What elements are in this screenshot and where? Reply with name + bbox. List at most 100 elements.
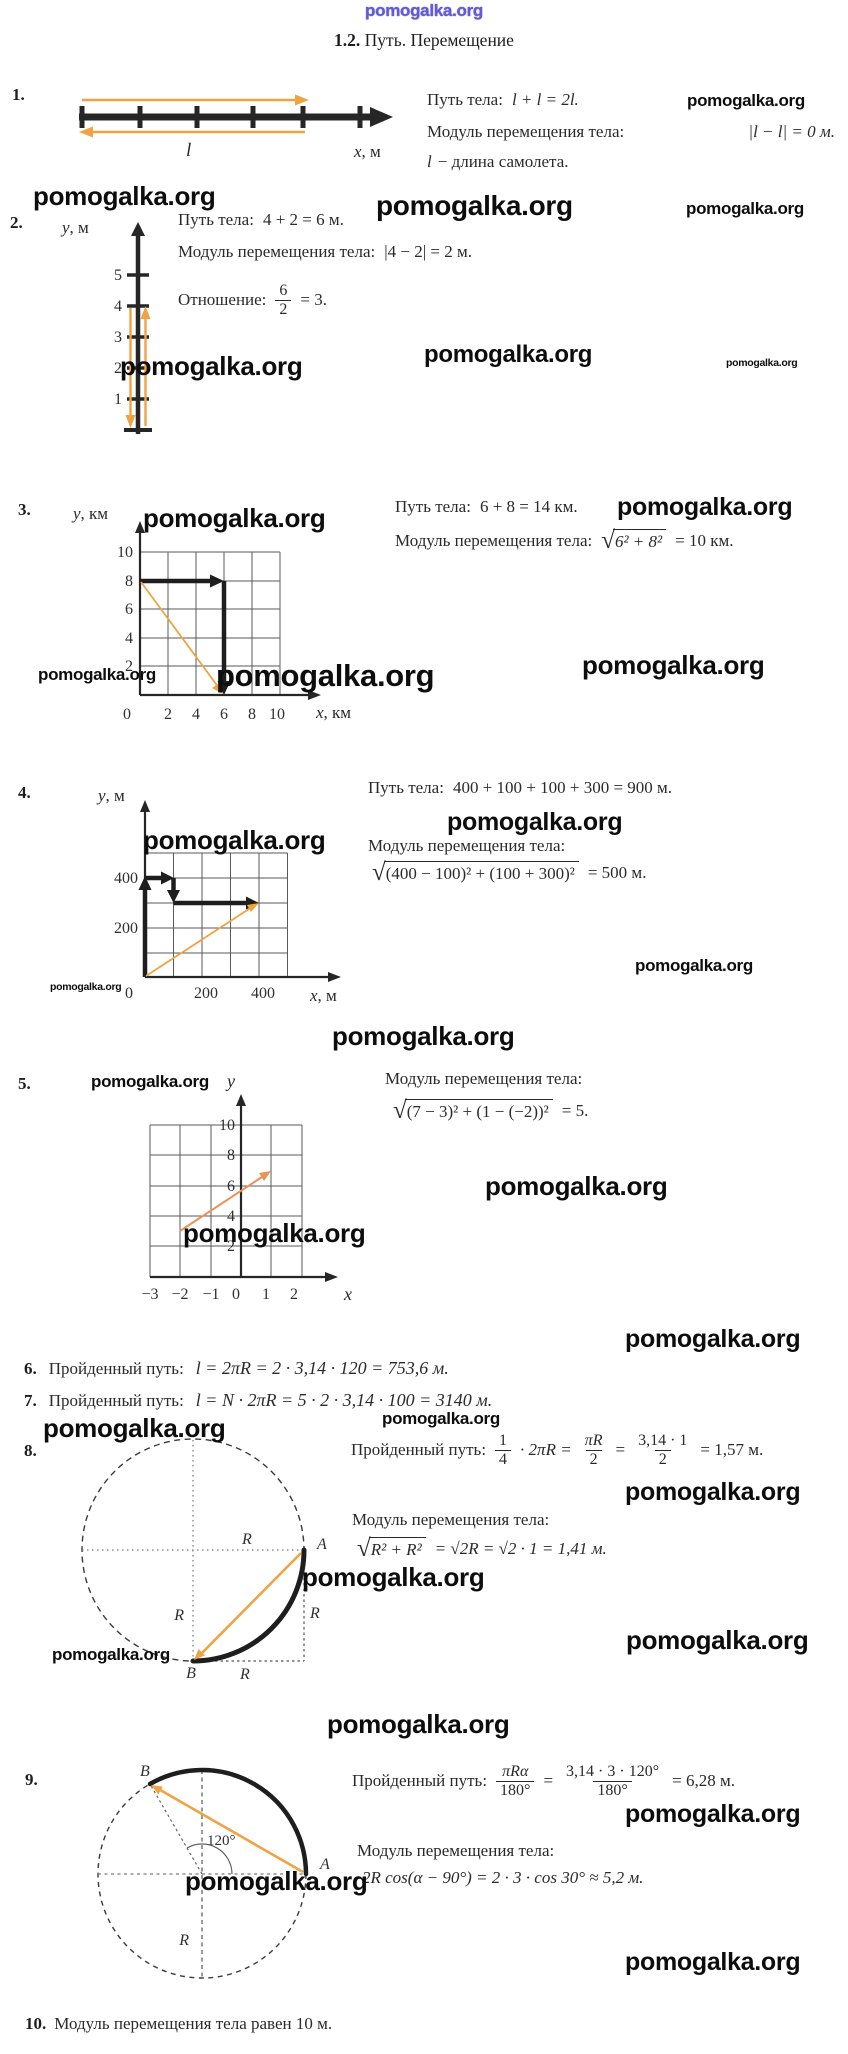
length-label: l: [186, 140, 192, 161]
numerator: 3,14 · 1: [638, 1431, 688, 1449]
radius-label: R: [309, 1605, 320, 1622]
grid-path-diagram: 400 200 0 200 400: [114, 800, 341, 1002]
y-tick: 5: [114, 267, 122, 284]
axis-unit: , м: [105, 786, 125, 805]
point-a-label: A: [319, 1856, 330, 1873]
watermark: pomogalka.org: [635, 956, 753, 975]
problem-7: 7. Пройденный путь: l = N · 2πR = 5 · 2 …: [24, 1390, 492, 1411]
ratio-result: = 3.: [300, 290, 327, 310]
numerator: 3,14 · 3 · 120°: [566, 1762, 660, 1780]
watermark: pomogalka.org: [626, 1625, 809, 1655]
answer-text: Модуль перемещения тела равен 10 м.: [54, 2014, 333, 2033]
traveled-label: Пройденный путь:: [48, 1390, 184, 1410]
problem-4-number: 4.: [18, 783, 31, 802]
path-label: Путь тела:: [368, 778, 444, 797]
problem-6: 6. Пройденный путь: l = 2πR = 2 · 3,14 ·…: [24, 1358, 449, 1379]
y-tick: 10: [219, 1117, 235, 1134]
x-tick: 6: [220, 706, 228, 723]
y-axis-label: y, км: [73, 504, 108, 524]
displacement-label: Модуль перемещения тела:: [395, 530, 593, 550]
numerator: 1: [499, 1431, 508, 1449]
radius-label: R: [178, 1932, 189, 1949]
fraction: 3,14 · 1 2: [634, 1432, 691, 1469]
x-axis-arrowhead: [325, 1272, 338, 1282]
radicand: (400 − 100)² + (100 + 300)²: [383, 861, 579, 884]
watermark: pomogalka.org: [143, 825, 326, 855]
p3-path-line: Путь тела: 6 + 8 = 14 км.: [395, 497, 578, 517]
displacement-formula: |l − l| = 0 м.: [748, 122, 835, 141]
y-tick: 8: [227, 1147, 235, 1164]
path-formula: 400 + 100 + 100 + 300 = 900 м.: [452, 778, 673, 797]
path-formula: l + l = 2l.: [511, 90, 579, 109]
grid-vector-diagram: 10 8 6 4 2 −3 −2 −1 0 1 2: [141, 1094, 338, 1303]
problem-6-number: 6.: [24, 1358, 37, 1378]
p8-displacement-label: Модуль перемещения тела:: [352, 1510, 549, 1530]
displacement-label: Модуль перемещения тела:: [368, 836, 566, 855]
watermark: pomogalka.org: [447, 808, 623, 836]
p2-ratio-line: Отношение: 6 2 = 3.: [178, 282, 327, 319]
watermark: pomogalka.org: [327, 1709, 510, 1739]
number-line-diagram: [79, 94, 393, 138]
radical-sign: √: [372, 859, 386, 886]
note-var: l: [427, 152, 432, 171]
problem-2-number: 2.: [10, 213, 23, 232]
watermark: pomogalka.org: [52, 1645, 170, 1664]
fraction: 6 2: [275, 282, 292, 319]
path-formula: 4 + 2 = 6 м.: [262, 210, 344, 229]
radicand: (7 − 3)² + (1 − (−2))²: [404, 1099, 553, 1122]
displacement-result: = 5.: [561, 1100, 589, 1120]
watermark: pomogalka.org: [43, 1413, 226, 1443]
path-right-arrowhead: [210, 574, 224, 588]
radius-label: R: [173, 1607, 184, 1624]
numerator: πR: [584, 1431, 603, 1449]
watermark: pomogalka.org: [38, 665, 156, 684]
traveled-label: Пройденный путь:: [48, 1358, 184, 1378]
equals-sign: =: [615, 1440, 626, 1459]
path-formula: 6 + 8 = 14 км.: [479, 497, 578, 516]
angle-label: 120°: [207, 1833, 236, 1849]
p9-traveled-line: Пройденный путь: πRα 180° = 3,14 · 3 · 1…: [352, 1758, 735, 1804]
radius-label: R: [239, 1666, 250, 1683]
axis-var: x: [354, 142, 362, 161]
fraction: πR 2: [581, 1432, 607, 1469]
displacement-label: Модуль перемещения тела:: [178, 242, 376, 261]
displacement-result: = 500 м.: [587, 862, 647, 882]
orange-right-arrowhead: [295, 94, 309, 106]
x-tick: 1: [262, 1286, 270, 1303]
y-tick: 6: [125, 601, 133, 618]
section-number: 1.2.: [334, 30, 361, 50]
x-tick: 8: [248, 706, 256, 723]
numerator: 6: [279, 282, 288, 299]
traveled-result: = 1,57 м.: [700, 1440, 764, 1459]
radicand: R² + R²: [368, 1537, 426, 1560]
watermark: pomogalka.org: [617, 493, 793, 521]
y-tick: 400: [114, 870, 138, 887]
y-axis-arrowhead: [135, 521, 145, 533]
radical: √ R² + R²: [357, 1536, 426, 1561]
axis-unit: , км: [80, 504, 109, 523]
x-tick: 0: [123, 706, 131, 723]
p3-displacement-line: Модуль перемещения тела: √ 6² + 8² = 10 к…: [395, 528, 733, 553]
y-tick: 2: [125, 658, 133, 675]
axis-arrowhead: [370, 107, 393, 127]
watermark: pomogalka.org: [33, 181, 216, 211]
axis-var: y: [62, 218, 70, 237]
denominator: 4: [495, 1449, 512, 1469]
radical-sign: √: [357, 1535, 371, 1562]
x-tick: 2: [164, 706, 172, 723]
y-tick: 2: [114, 360, 122, 377]
watermark: pomogalka.org: [625, 1948, 801, 1976]
p4-path-line: Путь тела: 400 + 100 + 100 + 300 = 900 м…: [368, 778, 672, 798]
p9-displacement-label: Модуль перемещения тела:: [357, 1841, 554, 1861]
watermark: pomogalka.org: [376, 190, 573, 221]
radical: √ (7 − 3)² + (1 − (−2))²: [393, 1098, 553, 1123]
orange-chord-arrowhead: [194, 1649, 205, 1660]
problem-9-number: 9.: [25, 1770, 38, 1789]
path-label: Путь тела:: [395, 497, 471, 516]
p2-displacement-line: Модуль перемещения тела: |4 − 2| = 2 м.: [178, 242, 472, 262]
axis-var: y: [73, 504, 81, 523]
x-tick: 0: [125, 985, 133, 1002]
axis-arrowhead: [131, 222, 145, 236]
p8-displacement-formula: √ R² + R² = √2R = √2 · 1 = 1,41 м.: [357, 1536, 607, 1561]
radicand: 6² + 8²: [612, 529, 667, 552]
